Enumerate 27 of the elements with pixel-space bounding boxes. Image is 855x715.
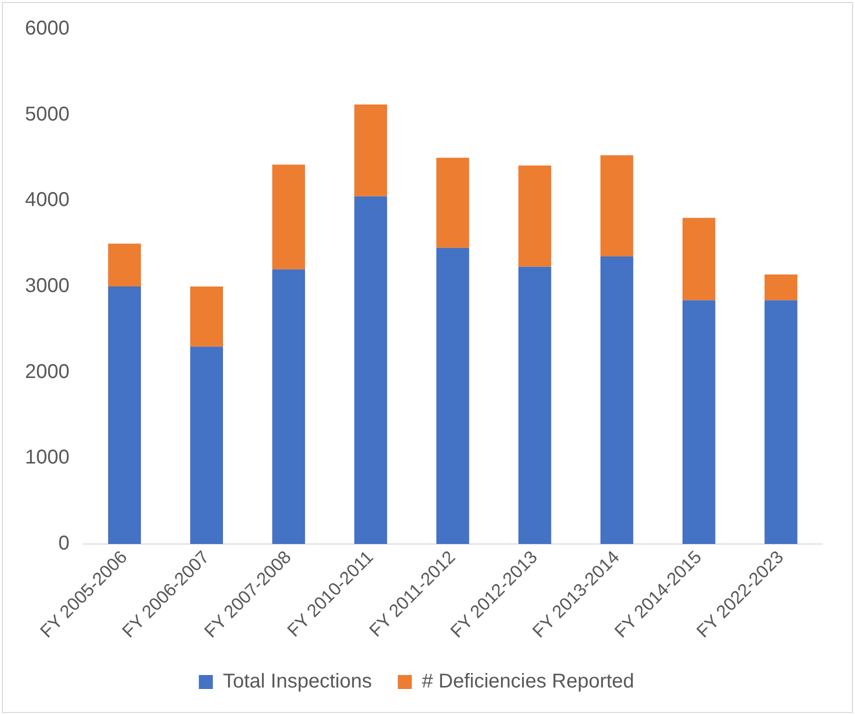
y-tick-label: 3000 xyxy=(24,275,70,298)
bar xyxy=(190,346,223,544)
bar xyxy=(354,104,388,196)
bar xyxy=(436,248,470,544)
bar xyxy=(682,300,716,544)
bar xyxy=(600,155,634,256)
bar xyxy=(108,286,141,544)
bar xyxy=(108,244,141,287)
legend-label: Total Inspections xyxy=(222,670,372,693)
bar xyxy=(600,256,634,544)
bar xyxy=(436,158,470,248)
y-tick-label: 6000 xyxy=(24,18,70,40)
y-tick-label: 0 xyxy=(58,532,70,555)
bar xyxy=(518,266,552,544)
bar xyxy=(190,286,223,347)
y-tick-label: 5000 xyxy=(24,103,70,126)
bar xyxy=(272,164,306,270)
y-tick-label: 1000 xyxy=(24,446,70,469)
bar xyxy=(764,274,798,300)
y-tick-label: 4000 xyxy=(24,189,70,212)
bar xyxy=(518,165,552,267)
y-tick-label: 2000 xyxy=(24,360,70,383)
bar xyxy=(272,269,306,544)
bar xyxy=(764,300,798,544)
bar xyxy=(682,218,716,300)
bar xyxy=(354,196,388,544)
legend-label: # Deficiencies Reported xyxy=(422,670,634,693)
